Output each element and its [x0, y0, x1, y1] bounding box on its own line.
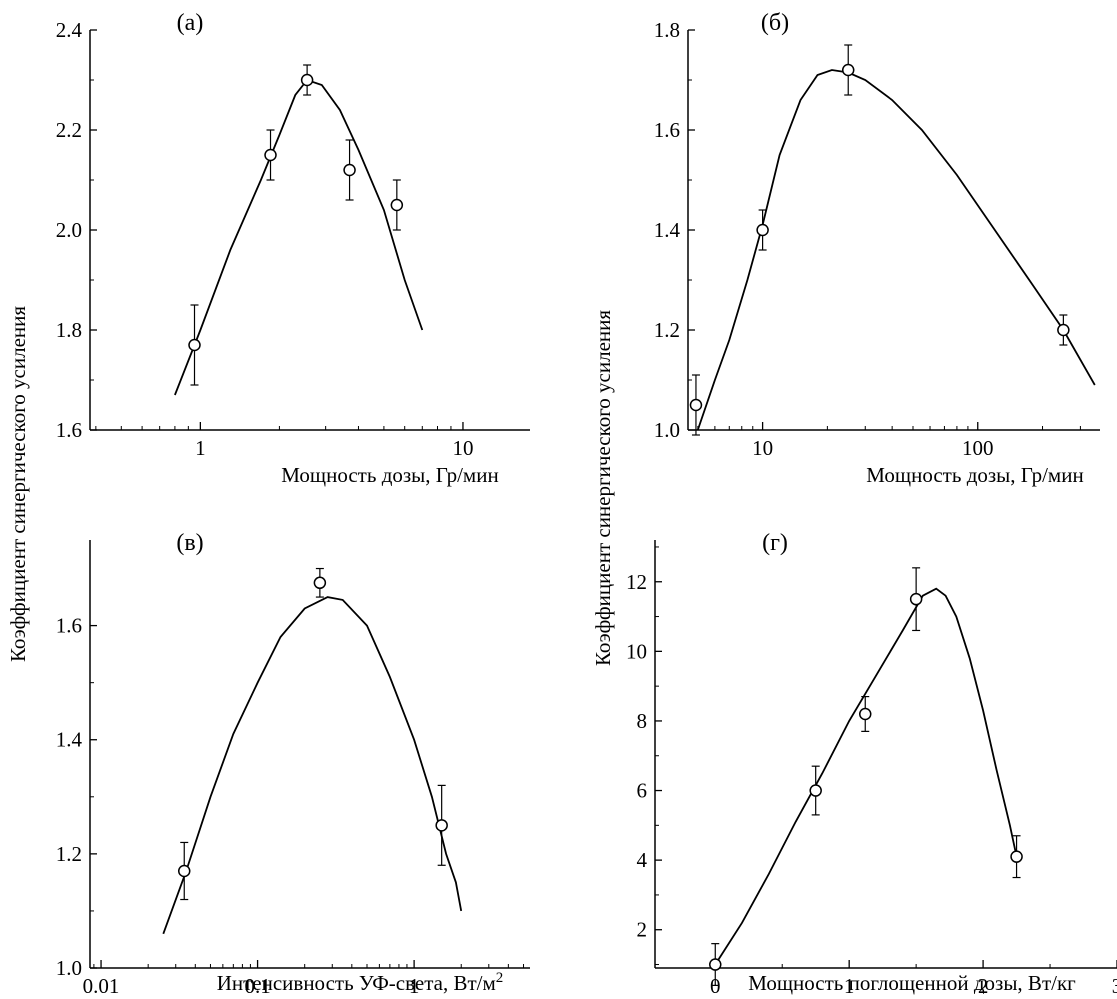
panel-2-fit-curve: [696, 69, 1096, 431]
panel-4-y-tick-label: 12: [626, 570, 647, 594]
panel-4-data-point: [1010, 850, 1023, 863]
panel-1-y-tick-label: 2.2: [56, 118, 82, 142]
shared-ylabel-right: Коэффициент синергического усиления: [591, 310, 615, 666]
panel-2-y-tick-label: 1.4: [654, 218, 681, 242]
panel-3-data-point: [177, 864, 191, 878]
panel-1-data-point: [390, 198, 404, 212]
panel-4-xlabel: Мощность поглощенной дозы, Вт/кг: [748, 971, 1076, 995]
panel-4-label: (г): [762, 530, 788, 556]
panel-2-data-point: [1057, 323, 1070, 337]
panel-1-xlabel: Мощность дозы, Гр/мин: [281, 463, 498, 487]
panel-3-y-tick-label: 1.0: [56, 956, 82, 980]
panel-4-y-tick-label: 4: [637, 848, 648, 872]
panel-1-data-point: [300, 73, 314, 87]
panel-3-x-tick-label: 1: [409, 974, 420, 998]
panel-1-y-tick-label: 2.0: [56, 218, 82, 242]
panel-1-y-tick-label: 1.8: [56, 318, 82, 342]
panel-3-xlabel-superscript: 2: [496, 970, 504, 986]
panel-2-y-tick-label: 1.6: [654, 118, 680, 142]
panel-1-x-tick-label: 10: [452, 436, 473, 460]
panel-3-data-point: [313, 576, 327, 590]
panel-4-y-tick-label: 6: [637, 779, 648, 803]
panel-2-y-tick-label: 1.2: [654, 318, 680, 342]
panel-4-data-point: [709, 958, 722, 971]
panel-1-data-point: [188, 338, 201, 352]
panel-2-y-tick-label: 1.8: [654, 18, 680, 42]
panel-4-y-tick-label: 8: [637, 709, 648, 733]
panel-1-fit-curve: [174, 78, 424, 396]
panel-2-data-point: [841, 63, 855, 77]
panel-4-y-tick-label: 10: [626, 639, 647, 663]
panel-1-data-point: [264, 148, 277, 162]
panel-4-x-tick-label: 0: [710, 974, 721, 998]
panel-3-x-tick-label: 0.1: [244, 974, 270, 998]
panel-2-y-tick-label: 1.0: [654, 418, 680, 442]
panel-4-y-tick-label: 2: [637, 918, 648, 942]
panel-2-label: (б): [761, 10, 789, 36]
panel-4-data-point: [858, 707, 872, 721]
panel-3-data-point: [435, 819, 448, 832]
panel-3-y-tick-label: 1.4: [56, 728, 83, 752]
panel-3-fit-curve: [162, 596, 463, 935]
panel-4-data-point: [809, 784, 822, 797]
panel-2-data-point: [689, 398, 703, 412]
panel-4-x-tick-label: 1: [844, 974, 855, 998]
panel-3-x-tick-label: 0.01: [83, 974, 120, 998]
panel-1-y-tick-label: 2.4: [56, 18, 83, 42]
panel-4-data-point: [909, 592, 923, 606]
panel-4-fit-curve: [714, 587, 1018, 965]
panel-2-xlabel: Мощность дозы, Гр/мин: [866, 463, 1083, 487]
panel-1-x-tick-label: 1: [195, 436, 206, 460]
panel-2-x-tick-label: 100: [962, 436, 994, 460]
panel-4-x-tick-label: 3: [1112, 974, 1117, 998]
panel-3-label: (в): [176, 530, 203, 556]
panel-1-y-tick-label: 1.6: [56, 418, 82, 442]
panel-2-x-tick-label: 10: [752, 436, 773, 460]
panel-3-y-tick-label: 1.2: [56, 842, 82, 866]
shared-ylabel-left: Коэффициент синергического усиления: [6, 306, 30, 662]
panel-1-label: (а): [177, 10, 204, 36]
panel-4-x-tick-label: 2: [978, 974, 989, 998]
panel-2-data-point: [756, 223, 769, 237]
panel-1-data-point: [343, 163, 356, 177]
panel-3-y-tick-label: 1.6: [56, 614, 82, 638]
panel-3-xlabel: Интенсивность УФ-света, Вт/м2: [217, 970, 504, 995]
